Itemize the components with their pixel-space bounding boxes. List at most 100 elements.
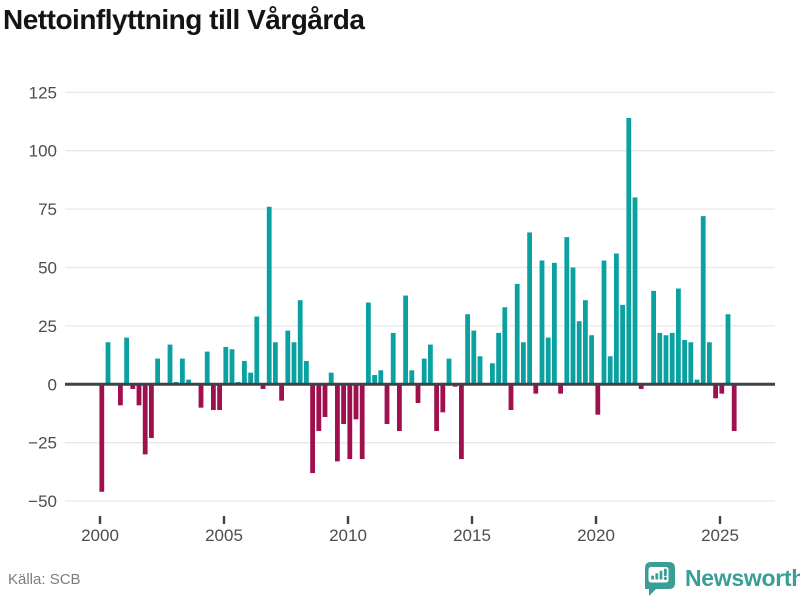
bar-positive [446,358,452,385]
bar-negative [434,384,439,432]
bar-positive [372,374,377,385]
bar-positive [477,356,483,385]
bar-negative [713,384,718,399]
bar-negative [341,384,346,425]
bar-negative [136,384,142,406]
bar-positive [124,337,129,385]
x-axis-tick-label: 2015 [453,526,491,545]
bar-positive [490,363,495,385]
x-axis-tick [718,516,722,524]
bar-positive [297,300,303,385]
bar-positive [682,339,687,385]
y-axis-tick-label: 25 [38,317,57,336]
bar-positive [694,379,700,385]
bar-positive [254,316,260,385]
bar-positive [700,216,706,385]
net-migration-bar-chart: 125 100 75 50 25 0 −25 −50 2000 2005 2010 2015 2020 2… [28,83,775,545]
bar-negative [316,384,322,432]
bar-positive [514,283,520,385]
bar-positive [539,260,545,385]
bar-negative [353,384,359,420]
bar-positive [186,379,191,385]
bar-positive [266,206,272,385]
bar-positive [651,290,656,385]
x-axis-tick-label: 2005 [205,526,243,545]
bar-negative [310,384,315,474]
bar-positive [552,262,557,385]
bar-positive [291,342,297,385]
bar-positive [570,267,576,385]
y-axis-tick-label: 75 [38,200,57,219]
x-axis-tick-label: 2010 [329,526,367,545]
bar-positive [403,295,408,385]
y-axis-tick-label: 100 [29,142,57,161]
bar-negative [508,384,514,410]
bar-positive [632,197,638,385]
bar-positive [204,351,210,385]
bar-negative [359,384,365,460]
bar-positive [155,358,160,385]
bar-positive [657,332,663,385]
bar-negative [130,384,136,389]
bar-positive [676,288,681,385]
bar-positive [304,360,309,385]
bar-negative [558,384,563,394]
bar-chart-speech-bubble-icon [645,562,675,596]
x-axis-tick [222,516,226,524]
x-axis-tick [594,516,598,524]
y-axis-tick-label: −25 [28,434,57,453]
bar-positive [242,360,247,385]
bar-positive [428,344,433,385]
bar-positive [390,332,396,385]
x-axis-tick-label: 2020 [577,526,615,545]
newsworthy-brand: Newsworthy [642,560,800,597]
x-axis-tick-label: 2025 [701,526,739,545]
bar-positive [707,342,712,385]
bar-negative [198,384,204,408]
y-axis-tick-label: 0 [48,375,57,394]
bar-positive [601,260,607,385]
bar-positive [545,337,551,385]
bar-positive [583,300,588,385]
bar-positive [285,330,291,385]
bar-positive [378,370,384,385]
x-axis-tick [98,516,102,524]
bar-positive [620,304,625,385]
bar-positive [725,314,731,385]
bar-positive [626,117,632,385]
bar-positive [607,356,613,385]
bar-positive [409,370,415,385]
bar-positive [229,349,235,385]
bar-negative [347,384,353,460]
bar-positive [366,302,371,385]
bar-negative [217,384,222,410]
bar-negative [384,384,390,425]
bar-negative [719,384,725,394]
bar-negative [99,384,105,492]
y-axis-tick-label: −50 [28,492,57,511]
bar-positive [471,330,477,385]
bar-positive [421,358,427,385]
source-label: Källa: SCB [8,571,81,588]
bar-positive [527,232,532,385]
bar-negative [731,384,737,432]
y-axis-tick-label: 125 [29,83,57,102]
bar-negative [440,384,446,413]
bar-positive [465,314,470,385]
bar-positive [688,342,694,385]
bar-negative [260,384,266,389]
bar-positive [576,321,582,385]
bar-negative [415,384,421,403]
brand-name: Newsworthy [685,565,800,591]
bar-positive [496,332,501,385]
bar-negative [142,384,148,455]
x-axis-tick-label: 2000 [81,526,119,545]
bar-negative [533,384,539,394]
bar-positive [521,342,526,385]
bar-negative [322,384,328,418]
bar-negative [149,384,154,439]
bar-negative [595,384,601,415]
y-axis-tick-label: 50 [38,259,57,278]
bar-negative [279,384,284,401]
